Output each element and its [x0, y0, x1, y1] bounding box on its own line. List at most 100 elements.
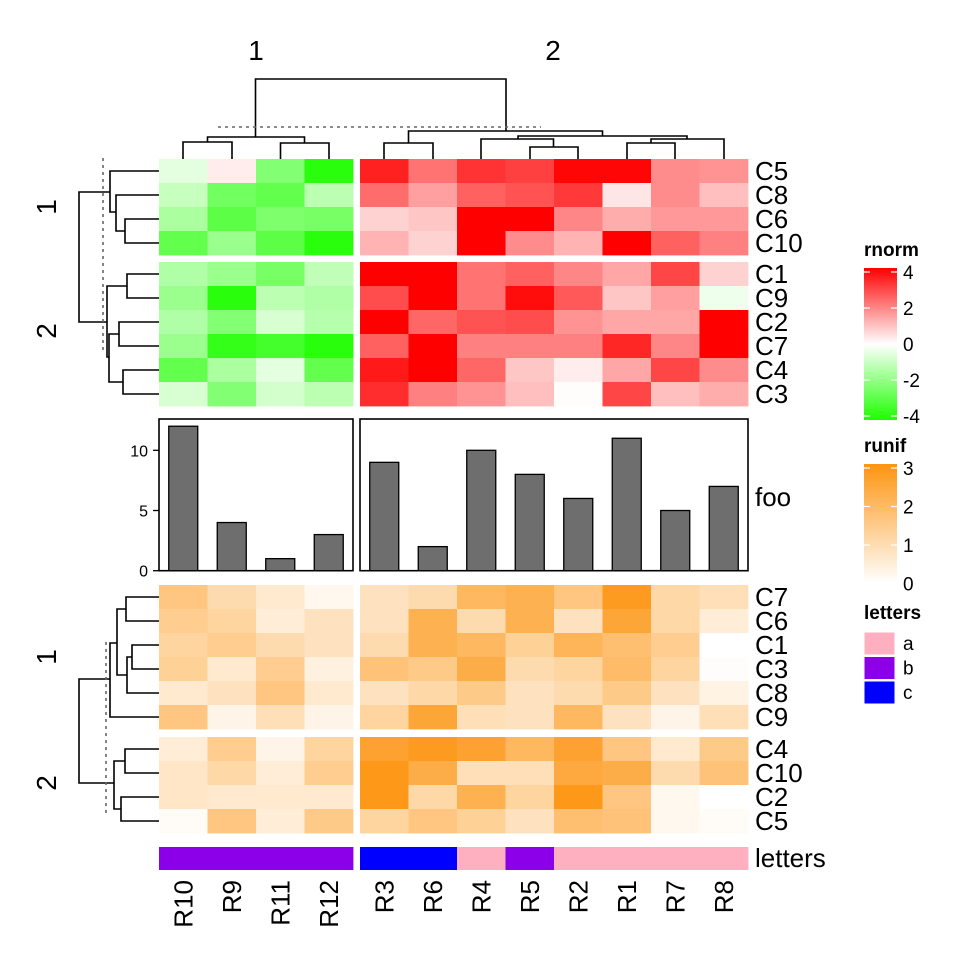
heatmap-cell: [651, 159, 700, 184]
heatmap-cell: [505, 286, 555, 311]
heatmap-cell: [256, 334, 305, 359]
heatmap-cell: [207, 262, 257, 287]
legend-tick-label: -2: [903, 371, 920, 392]
heatmap-cell: [457, 159, 506, 184]
heatmap-cell: [408, 681, 458, 706]
heatmap-cell: [304, 334, 354, 359]
heatmap-cell: [360, 657, 409, 682]
heatmap-cell: [159, 585, 208, 610]
bar: [708, 485, 739, 572]
heatmap-cell: [159, 310, 208, 335]
rnorm-row-group-title-1: 1: [31, 199, 62, 215]
heatmap-cell: [602, 207, 652, 232]
heatmap-cell: [554, 159, 603, 184]
heatmap-cell: [256, 785, 305, 810]
heatmap-cell: [360, 382, 409, 407]
heatmap-cell: [457, 382, 506, 407]
heatmap-cell: [699, 207, 749, 232]
annotation-cell: [699, 847, 749, 870]
heatmap-cell: [457, 262, 506, 287]
heatmap-cell: [457, 286, 506, 311]
heatmap-cell: [408, 310, 458, 335]
row-label: C8: [755, 180, 788, 210]
legend-tick-label: 3: [903, 459, 914, 480]
heatmap-cell: [457, 231, 506, 256]
legend-item-label: a: [903, 634, 914, 655]
heatmap-cell: [408, 761, 458, 786]
heatmap-cell: [699, 310, 749, 335]
heatmap-cell: [207, 809, 257, 834]
heatmap-cell: [699, 657, 749, 682]
bar: [514, 473, 545, 572]
column-labels: R10 R9 R11 R12 R3 R6 R4 R5 R2 R1 R7 R8: [168, 880, 739, 928]
heatmap-cell: [304, 231, 354, 256]
annotation-cell: [408, 847, 458, 870]
heatmap-cell: [159, 231, 208, 256]
rnorm-legend: rnorm 4 2 0 -2 -4: [864, 240, 920, 428]
heatmap-cell: [651, 207, 700, 232]
heatmap-cell: [256, 159, 305, 184]
heatmap-cell: [304, 705, 354, 730]
y-tick-label: 5: [139, 504, 148, 521]
heatmap-cell: [304, 785, 354, 810]
heatmap-cell: [360, 633, 409, 658]
heatmap-cell: [207, 705, 257, 730]
heatmap-cell: [408, 207, 458, 232]
heatmap-cell: [256, 310, 305, 335]
heatmap-cell: [159, 737, 208, 762]
heatmap-cell: [505, 382, 555, 407]
row-label: C6: [755, 606, 788, 636]
heatmap-cell: [256, 705, 305, 730]
heatmap-cell: [256, 231, 305, 256]
heatmap-cell: [408, 785, 458, 810]
heatmap-cell: [408, 737, 458, 762]
heatmap-cell: [159, 761, 208, 786]
heatmap-cell: [304, 286, 354, 311]
heatmap-cell: [256, 737, 305, 762]
row-label: C4: [755, 734, 788, 764]
annotation-cell: [360, 847, 409, 870]
heatmap-cell: [256, 207, 305, 232]
heatmap-cell: [408, 231, 458, 256]
heatmap-cell: [651, 382, 700, 407]
annotation-cell: [505, 847, 555, 870]
heatmap-cell: [457, 633, 506, 658]
heatmap-cell: [304, 585, 354, 610]
heatmap-cell: [207, 657, 257, 682]
heatmap-cell: [554, 382, 603, 407]
heatmap-cell: [602, 785, 652, 810]
heatmap-cell: [699, 159, 749, 184]
column-label: R1: [612, 880, 642, 913]
row-label: C5: [755, 156, 788, 186]
heatmap-cell: [602, 382, 652, 407]
heatmap-cell: [505, 681, 555, 706]
barplot-panel-2: [359, 418, 749, 572]
rnorm-legend-title: rnorm: [864, 240, 919, 261]
heatmap-cell: [699, 705, 749, 730]
bar: [369, 461, 400, 572]
heatmap-cell: [207, 382, 257, 407]
heatmap-cell: [699, 761, 749, 786]
heatmap-cell: [256, 358, 305, 383]
bar: [417, 545, 448, 572]
heatmap-cell: [457, 310, 506, 335]
heatmap-cell: [554, 681, 603, 706]
heatmap-cell: [457, 334, 506, 359]
legend-tick-label: 2: [903, 498, 914, 519]
row-label: C2: [755, 782, 788, 812]
heatmap-cell: [554, 358, 603, 383]
heatmap-cell: [408, 609, 458, 634]
heatmap-cell: [360, 334, 409, 359]
bar: [216, 521, 247, 572]
heatmap-cell: [408, 705, 458, 730]
heatmap-cell: [554, 705, 603, 730]
heatmap-cell: [256, 262, 305, 287]
heatmap-cell: [304, 262, 354, 287]
row-label: C1: [755, 630, 788, 660]
heatmap-cell: [602, 358, 652, 383]
annotation-cell: [207, 847, 257, 870]
heatmap-cell: [505, 785, 555, 810]
row-label: C7: [755, 582, 788, 612]
heatmap-cell: [207, 159, 257, 184]
heatmap-cell: [408, 382, 458, 407]
